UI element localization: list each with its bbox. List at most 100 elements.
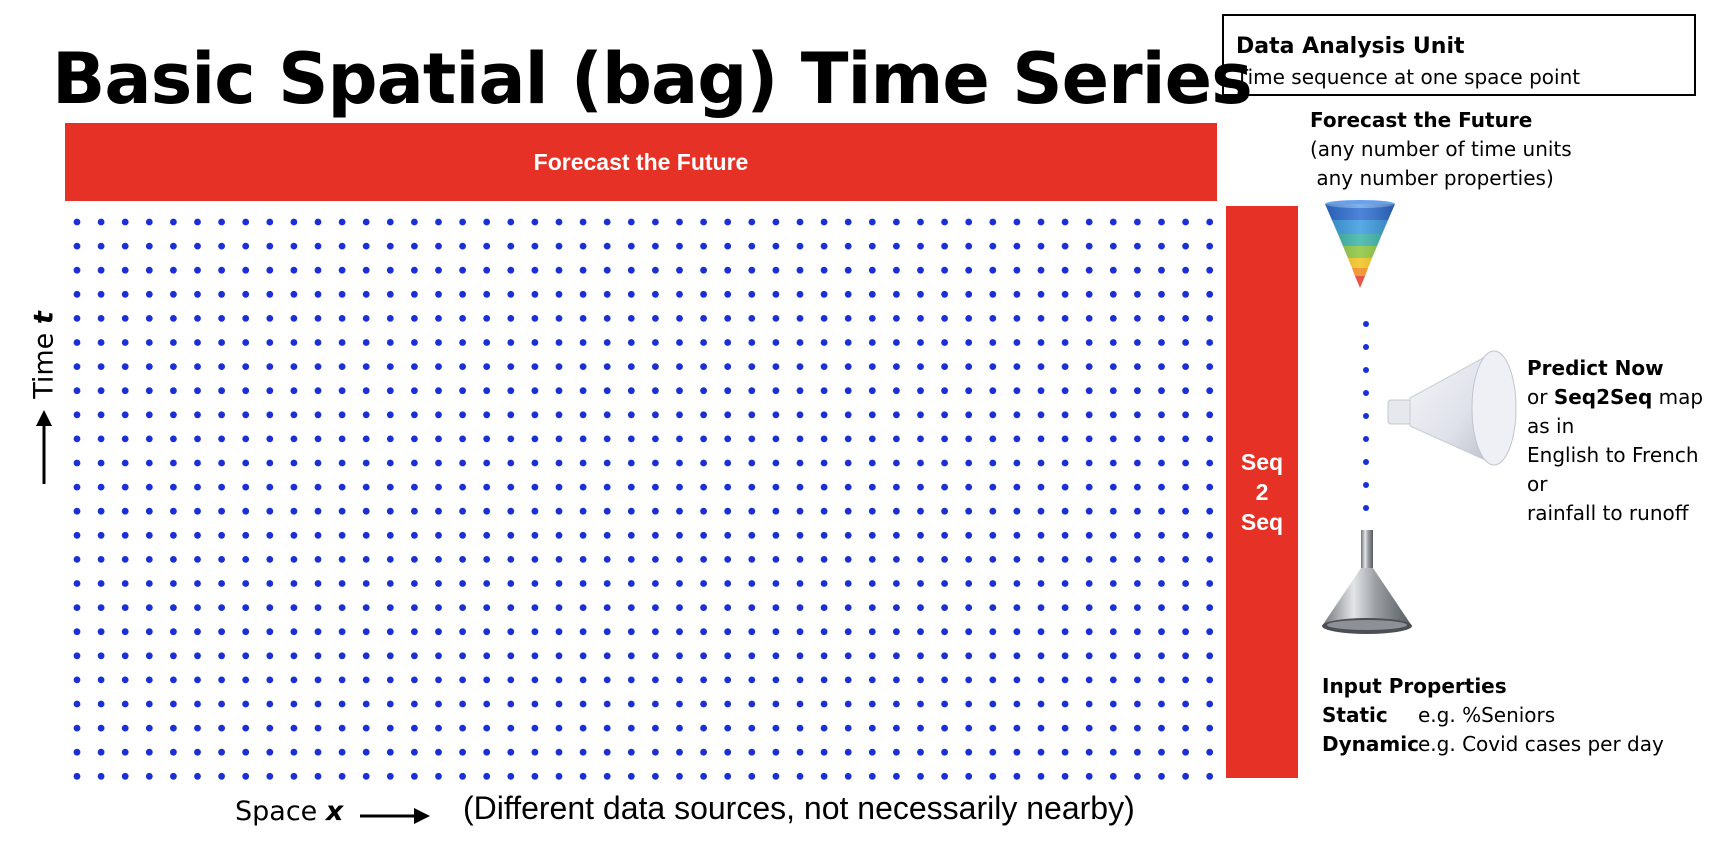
grid-dot [314, 676, 322, 684]
grid-dot [1109, 290, 1117, 298]
grid-dot [772, 748, 780, 756]
grid-dot [941, 242, 948, 250]
grid-dot [627, 531, 635, 539]
grid-dot [1085, 435, 1093, 443]
grid-dot [796, 387, 804, 395]
grid-dot [917, 315, 924, 322]
grid-dot [1206, 339, 1214, 346]
grid-dot [652, 339, 659, 346]
grid-dot [338, 772, 346, 780]
grid-dot [97, 339, 105, 346]
grid-dot [386, 290, 394, 298]
grid-dot [386, 435, 394, 443]
grid-dot [1134, 459, 1141, 467]
grid-dot [652, 772, 659, 780]
grid-dot [579, 266, 587, 274]
grid-dot [314, 531, 322, 539]
grid-dot [772, 531, 780, 539]
grid-dot [362, 676, 370, 684]
grid-dot [362, 411, 370, 419]
grid-dot [772, 266, 780, 274]
grid-dot [772, 556, 780, 563]
grid-dot [796, 459, 804, 467]
grid-dot [917, 411, 924, 419]
grid-dot [1109, 339, 1117, 346]
grid-dot [627, 290, 635, 298]
grid-dot [266, 242, 274, 250]
grid-dot [1134, 772, 1141, 780]
grid-dot [459, 772, 466, 780]
grid-dot [338, 290, 346, 298]
grid-dot [844, 700, 852, 708]
input-notes-static-row: Static e.g. %Seniors [1322, 701, 1664, 730]
grid-dot [97, 290, 105, 298]
grid-dot [965, 363, 973, 370]
grid-dot [844, 290, 852, 298]
grid-dot [1206, 315, 1214, 322]
grid-dot [97, 531, 105, 539]
grid-dot [1109, 724, 1117, 732]
grid-dot [145, 676, 153, 684]
grid-dot [772, 315, 780, 322]
grid-dot [145, 748, 153, 756]
grid-dot [121, 772, 129, 780]
grid-dot [362, 266, 370, 274]
grid-dot [1182, 411, 1189, 419]
grid-dot [435, 724, 442, 732]
grid-dot [145, 604, 153, 611]
grid-dot [772, 363, 780, 370]
grid-dot [121, 459, 129, 467]
grid-dot [627, 604, 635, 611]
grid-dot [459, 724, 466, 732]
grid-dot [1109, 242, 1117, 250]
space-axis-label: Space x [235, 796, 343, 827]
predict-notes-line5: rainfall to runoff [1527, 501, 1689, 525]
grid-dot [194, 218, 201, 226]
grid-dot [1158, 628, 1165, 636]
grid-dot [218, 435, 226, 443]
grid-dot [1158, 411, 1165, 419]
grid-dot [266, 772, 274, 780]
grid-dot [652, 363, 659, 370]
grid-dot [748, 507, 756, 515]
grid-dot [796, 363, 804, 370]
grid-dot [555, 604, 563, 611]
grid-dot [868, 363, 876, 370]
grid-dot [748, 772, 756, 780]
grid-dot [652, 411, 659, 419]
grid-dot [1061, 531, 1069, 539]
grid-dot [627, 724, 635, 732]
grid-dot [555, 387, 563, 395]
grid-dot [290, 339, 298, 346]
grid-dot [1109, 772, 1117, 780]
grid-dot [121, 724, 129, 732]
grid-dot [1061, 435, 1069, 443]
grid-dot [603, 724, 611, 732]
grid-dot [796, 218, 804, 226]
grid-dot [218, 580, 226, 587]
grid-dot [266, 411, 274, 419]
grid-dot [145, 556, 153, 563]
input-properties-notes: Input Properties Static e.g. %Seniors Dyn… [1322, 672, 1664, 759]
grid-dot [362, 435, 370, 443]
grid-dot [700, 242, 707, 250]
rainbow-funnel-icon [1325, 200, 1395, 288]
grid-dot [989, 580, 997, 587]
grid-dot [314, 339, 322, 346]
grid-dot [338, 266, 346, 274]
grid-dot [965, 507, 973, 515]
grid-dot [338, 724, 346, 732]
grid-dot [386, 531, 394, 539]
grid-dot [386, 556, 394, 563]
grid-dot [362, 748, 370, 756]
grid-dot [1037, 748, 1045, 756]
grid-dot [1158, 363, 1165, 370]
grid-dot [989, 339, 997, 346]
grid-dot [917, 363, 924, 370]
grid-dot [1037, 628, 1045, 636]
grid-dot [893, 628, 900, 636]
grid-dot [676, 242, 683, 250]
grid-dot [1182, 363, 1189, 370]
grid-dot [266, 676, 274, 684]
grid-dot [1013, 387, 1021, 395]
